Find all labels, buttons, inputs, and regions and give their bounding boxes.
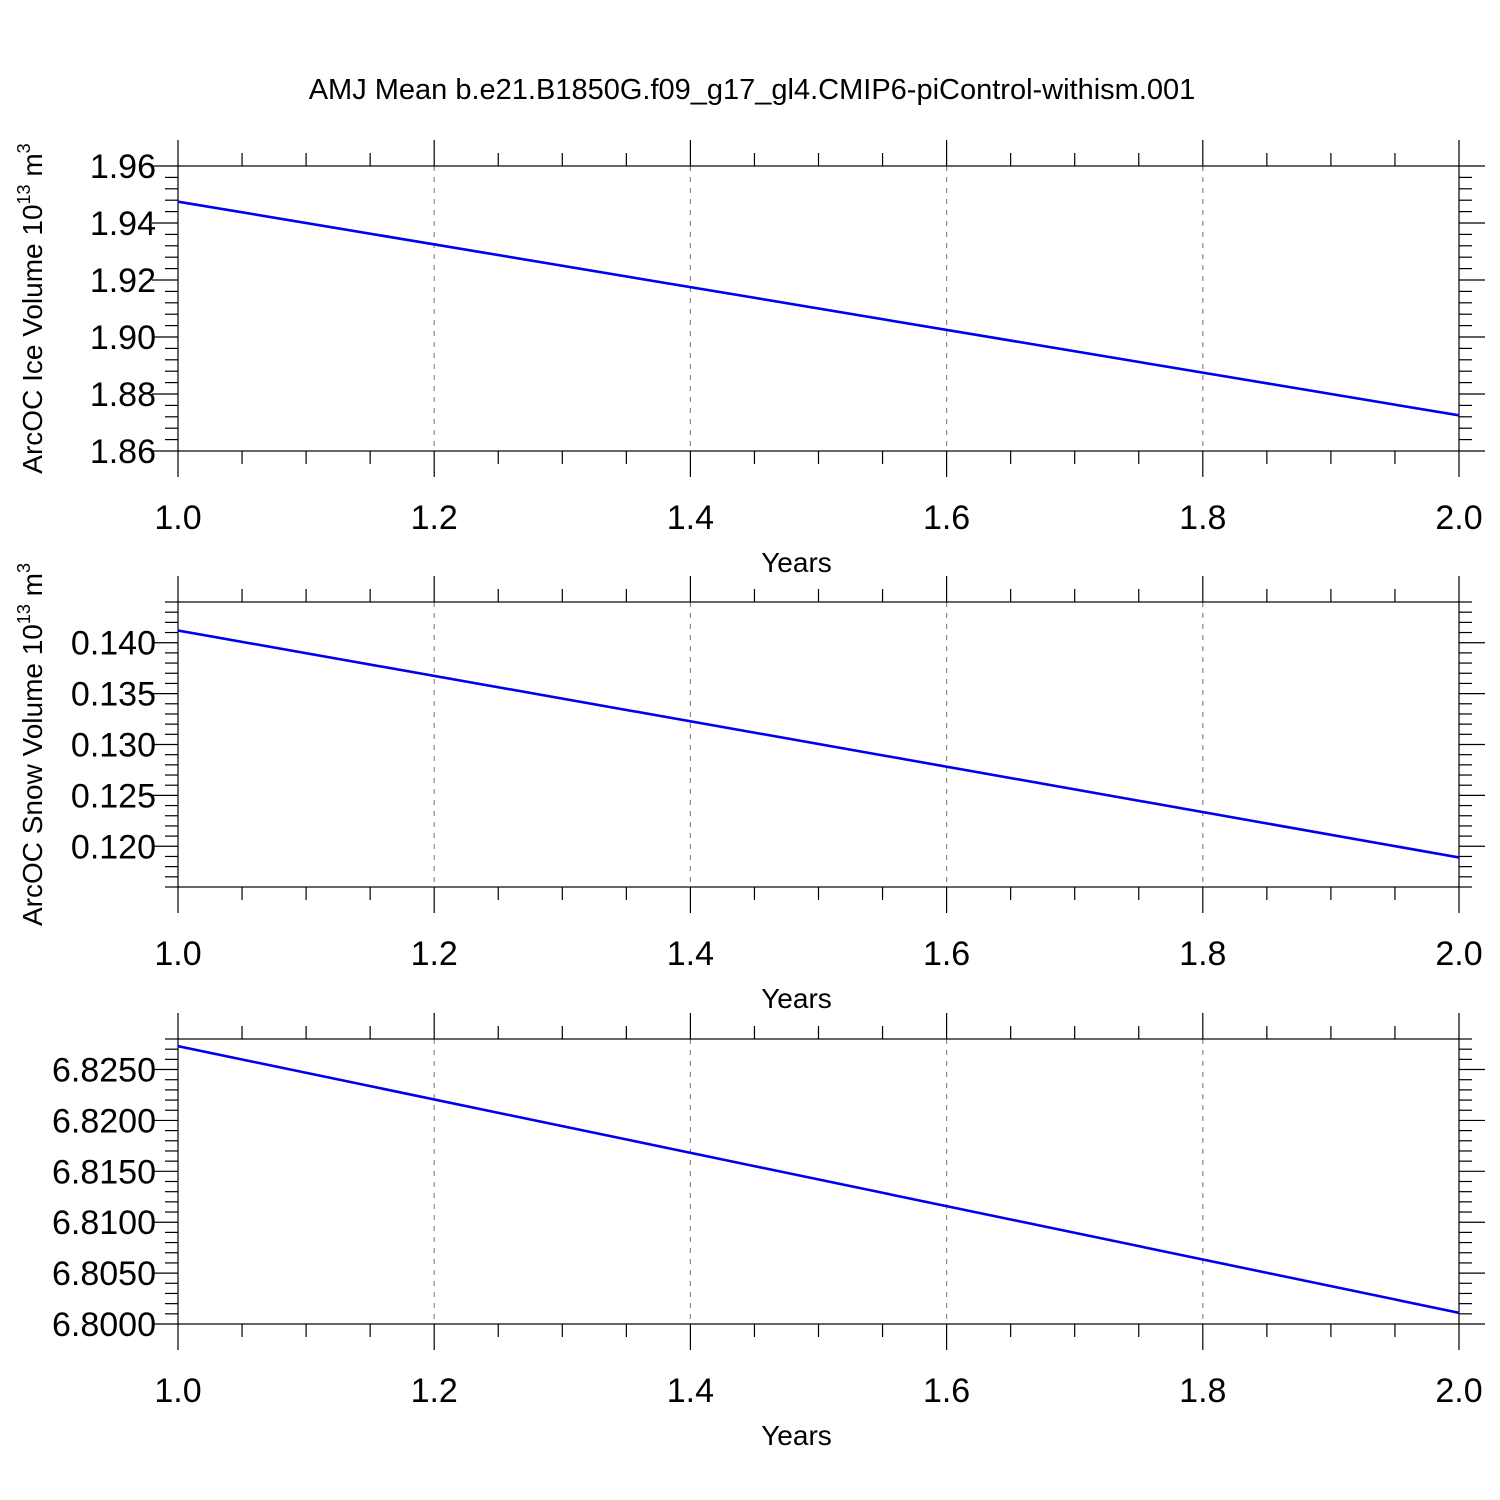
y-tick-label: 0.135 (71, 676, 156, 714)
y-tick-label: 1.90 (90, 319, 156, 357)
x-tick-label: 1.2 (411, 499, 458, 537)
series-line (178, 1044, 1459, 1315)
y-tick-label: 6.8100 (52, 1204, 156, 1242)
x-tick-label: 1.0 (154, 1372, 201, 1410)
y-axis-label: ArcOC Ice Volume 1013 m3 (14, 143, 48, 473)
series-line (178, 200, 1459, 417)
x-tick-label: 1.2 (411, 935, 458, 973)
plot-frame (177, 601, 1460, 888)
x-axis-label: Years (761, 1420, 832, 1451)
y-tick-label: 6.8200 (52, 1102, 156, 1140)
x-axis-label: Years (761, 547, 832, 578)
y-tick-label: 0.125 (71, 777, 156, 815)
x-tick-label: 1.6 (923, 1372, 970, 1410)
y-tick-label: 0.140 (71, 625, 156, 663)
x-tick-label: 2.0 (1435, 1372, 1482, 1410)
x-tick-label: 2.0 (1435, 935, 1482, 973)
x-tick-label: 1.0 (154, 499, 201, 537)
chart-panel-2: 1.0 1.2 1.4 1.6 1.8 2.0 0.120 0.125 0.130 0.135 0.… (14, 563, 1485, 1014)
x-tick-label: 1.6 (923, 499, 970, 537)
x-tick-label: 2.0 (1435, 499, 1482, 537)
y-tick-label: 1.88 (90, 376, 156, 414)
y-tick-label: 1.94 (90, 205, 156, 243)
plot-frame (177, 165, 1460, 452)
y-tick-label: 1.96 (90, 148, 156, 186)
figure-title: AMJ Mean b.e21.B1850G.f09_g17_gl4.CMIP6-… (309, 74, 1196, 106)
x-tick-label: 1.6 (923, 935, 970, 973)
x-axis-label: Years (761, 983, 832, 1014)
x-tick-label: 1.8 (1179, 499, 1226, 537)
y-tick-label: 1.92 (90, 262, 156, 300)
y-tick-label: 6.8150 (52, 1153, 156, 1191)
x-tick-label: 1.4 (667, 1372, 714, 1410)
x-tick-label: 1.2 (411, 1372, 458, 1410)
series-line (178, 629, 1459, 859)
chart-panel-3: 1.0 1.2 1.4 1.6 1.8 2.0 6.8000 6.8050 6.8100 6.81… (52, 1013, 1485, 1451)
y-axis-label: ArcOC Snow Volume 1013 m3 (14, 563, 48, 926)
chart-panel-1: 1.0 1.2 1.4 1.6 1.8 2.0 1.86 1.88 1.90 1.92 1.94 1.… (14, 140, 1485, 578)
y-tick-label: 0.120 (71, 828, 156, 866)
y-tick-label: 6.8050 (52, 1255, 156, 1293)
y-tick-label: 0.130 (71, 727, 156, 765)
x-tick-label: 1.4 (667, 935, 714, 973)
x-tick-label: 1.8 (1179, 1372, 1226, 1410)
y-tick-label: 6.8000 (52, 1306, 156, 1344)
y-tick-label: 6.8250 (52, 1052, 156, 1090)
y-tick-label: 1.86 (90, 433, 156, 471)
plot-frame (177, 1038, 1460, 1325)
x-tick-label: 1.0 (154, 935, 201, 973)
x-tick-label: 1.4 (667, 499, 714, 537)
x-tick-label: 1.8 (1179, 935, 1226, 973)
